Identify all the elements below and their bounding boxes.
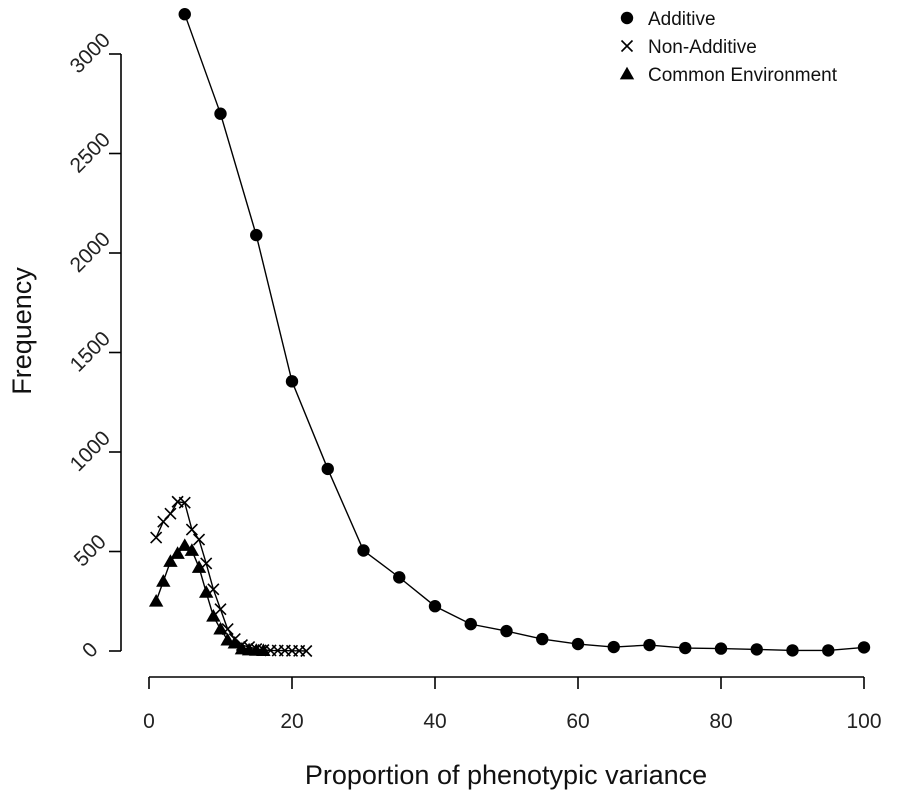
data-point-additive (607, 640, 620, 654)
x-tick-label: 0 (143, 710, 155, 733)
data-point-additive (393, 571, 406, 584)
data-point-common-environment (177, 538, 192, 551)
x-tick-label: 100 (846, 710, 881, 733)
x-tick-label: 80 (709, 710, 732, 733)
data-point-additive (250, 228, 263, 242)
data-point-additive (822, 644, 835, 657)
legend-label-non-additive: Non-Additive (648, 37, 757, 58)
y-tick-label: 1500 (66, 327, 115, 376)
y-tick-label: 0 (78, 638, 103, 663)
data-point-additive (536, 632, 549, 646)
data-point-additive (321, 462, 334, 476)
data-point-additive (178, 8, 191, 21)
data-point-additive (428, 600, 442, 613)
legend-marker-additive (620, 11, 634, 25)
data-point-common-environment (156, 574, 171, 587)
data-point-additive (214, 107, 227, 120)
data-point-additive (786, 644, 799, 657)
data-point-additive (750, 643, 763, 656)
legend: Additive Non-Additive Common Environment (619, 9, 838, 86)
legend-label-additive: Additive (648, 9, 716, 30)
legend-item-non-additive: Non-Additive (620, 37, 757, 58)
x-tick-label: 60 (566, 710, 589, 733)
y-tick-label: 1000 (66, 427, 115, 476)
x-axis-label: Proportion of phenotypic variance (305, 760, 707, 790)
series-line-additive (184, 13, 865, 652)
data-point-additive (714, 642, 728, 655)
legend-item-common-environment: Common Environment (619, 65, 838, 86)
data-point-non-additive (150, 531, 163, 544)
y-tick-label: 500 (70, 530, 111, 571)
y-tick-label: 2000 (66, 228, 115, 277)
x-tick-label: 20 (280, 710, 303, 733)
data-point-additive (679, 641, 692, 655)
data-point-non-additive (178, 496, 191, 509)
data-point-non-additive (185, 523, 198, 536)
data-point-additive (285, 375, 299, 388)
series-layer (148, 8, 871, 658)
data-point-non-additive (300, 644, 313, 658)
y-tick-label: 3000 (66, 29, 115, 78)
data-point-additive (857, 641, 871, 654)
legend-marker-non-additive (620, 39, 634, 53)
data-point-common-environment (256, 643, 271, 657)
data-point-additive (571, 637, 585, 651)
legend-marker-common-environment (619, 66, 635, 80)
data-point-non-additive (192, 533, 206, 546)
data-point-additive (357, 544, 370, 557)
data-point-common-environment (191, 560, 207, 573)
data-point-additive (464, 617, 477, 631)
data-point-common-environment (227, 635, 242, 649)
series-common-environment (148, 538, 271, 657)
data-point-common-environment (213, 621, 228, 635)
data-point-common-environment (206, 608, 221, 622)
data-point-common-environment (199, 585, 214, 598)
series-line-non-additive (155, 500, 307, 652)
data-point-non-additive (164, 507, 177, 520)
x-tick-label: 40 (423, 710, 446, 733)
y-axis-label: Frequency (7, 267, 37, 395)
legend-item-additive: Additive (620, 9, 716, 30)
legend-label-common-environment: Common Environment (648, 65, 838, 86)
data-point-common-environment (148, 594, 164, 607)
data-point-common-environment (184, 543, 200, 556)
data-point-common-environment (170, 546, 185, 559)
data-point-non-additive (214, 603, 227, 616)
data-point-additive (500, 624, 513, 638)
series-additive (178, 8, 871, 657)
data-point-additive (643, 638, 656, 652)
y-tick-label: 2500 (66, 128, 115, 177)
series-non-additive (150, 495, 313, 658)
data-point-common-environment (163, 554, 178, 567)
